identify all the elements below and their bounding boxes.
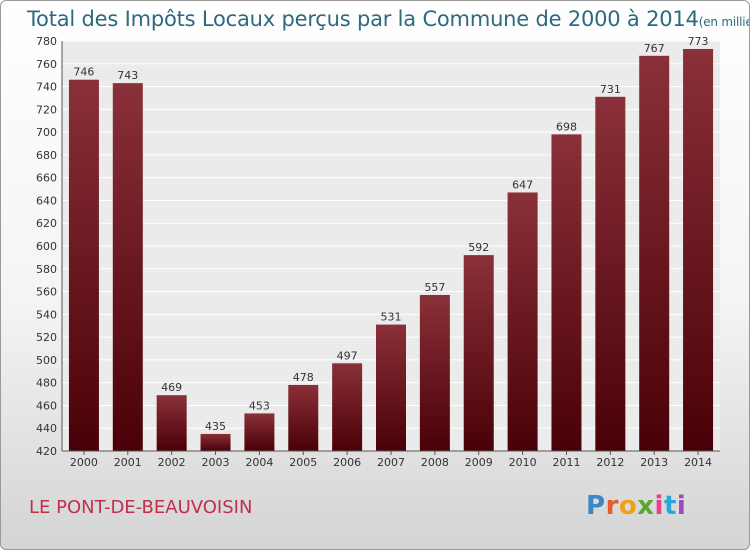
bar-2000	[68, 79, 99, 451]
x-tick-label: 2013	[640, 456, 668, 469]
bar-value-label: 773	[688, 35, 709, 48]
bar-value-label: 497	[337, 349, 358, 362]
y-tick-label: 440	[36, 422, 57, 435]
x-tick-label: 2010	[509, 456, 537, 469]
y-tick-label: 680	[36, 149, 57, 162]
y-tick-label: 600	[36, 240, 57, 253]
y-tick-label: 620	[36, 217, 57, 230]
bar-2004	[244, 413, 275, 451]
bar-2003	[200, 433, 231, 451]
bar-2010	[507, 192, 538, 451]
logo-letter: i	[676, 491, 687, 521]
y-tick-label: 760	[36, 58, 57, 71]
bar-value-label: 647	[512, 178, 533, 191]
x-tick-label: 2004	[245, 456, 273, 469]
proxiti-logo[interactable]: Proxiti	[586, 491, 686, 521]
axes	[61, 41, 720, 455]
bar-value-label: 469	[161, 381, 182, 394]
x-tick-label: 2006	[333, 456, 361, 469]
x-tick-label: 2011	[552, 456, 580, 469]
x-tick-label: 2012	[596, 456, 624, 469]
chart-title: Total des Impôts Locaux perçus par la Co…	[27, 7, 749, 31]
y-tick-label: 580	[36, 263, 57, 276]
bar-2009	[463, 255, 494, 451]
bar-value-label: 435	[205, 420, 226, 433]
logo-letter: i	[654, 491, 664, 521]
chart-unit: (en milliers d'€)	[698, 15, 749, 29]
bar-2001	[112, 83, 143, 451]
y-tick-label: 660	[36, 172, 57, 185]
bar-value-label: 557	[424, 281, 445, 294]
bar-value-label: 698	[556, 120, 577, 133]
x-tick-label: 2005	[289, 456, 317, 469]
y-tick-label: 540	[36, 308, 57, 321]
bar-value-label: 767	[644, 42, 665, 55]
x-tick-label: 2001	[114, 456, 142, 469]
x-tick-label: 2000	[70, 456, 98, 469]
bar-2002	[156, 395, 187, 451]
chart-title-text: Total des Impôts Locaux perçus par la Co…	[27, 7, 699, 31]
y-tick-label: 720	[36, 103, 57, 116]
bar-value-label: 478	[293, 371, 314, 384]
logo-letter: P	[586, 491, 606, 521]
y-tick-label: 420	[36, 445, 57, 458]
y-tick-label: 780	[36, 35, 57, 48]
bar-2008	[419, 294, 450, 451]
x-tick-label: 2009	[465, 456, 493, 469]
x-tick-label: 2008	[421, 456, 449, 469]
x-tick-label: 2014	[684, 456, 712, 469]
x-tick-label: 2007	[377, 456, 405, 469]
commune-name: LE PONT-DE-BEAUVOISIN	[29, 497, 253, 518]
y-tick-label: 500	[36, 354, 57, 367]
bar-value-label: 531	[381, 311, 402, 324]
x-tick-label: 2003	[202, 456, 230, 469]
logo-letter: x	[637, 491, 655, 521]
bar-2013	[639, 55, 670, 452]
y-tick-label: 740	[36, 81, 57, 94]
bar-2007	[376, 324, 406, 451]
y-tick-label: 480	[36, 377, 57, 390]
bar-2012	[595, 96, 626, 452]
y-tick-label: 460	[36, 399, 57, 412]
logo-letter: t	[663, 491, 677, 521]
bar-2006	[332, 363, 363, 451]
labels: 420 440 460 480 500 520 540 560 580 600 620 640 660 6…	[36, 35, 712, 469]
logo-letter: o	[618, 491, 638, 521]
bar-2005	[288, 384, 319, 451]
bar-value-label: 592	[468, 241, 489, 254]
bar-value-label: 453	[249, 399, 270, 412]
y-tick-label: 640	[36, 194, 57, 207]
bar-2011	[551, 134, 582, 451]
bar-value-label: 743	[117, 69, 138, 82]
bar-2014	[683, 48, 714, 451]
y-tick-label: 520	[36, 331, 57, 344]
y-tick-label: 560	[36, 286, 57, 299]
logo-letter: r	[605, 491, 619, 521]
x-tick-label: 2002	[158, 456, 186, 469]
y-tick-label: 700	[36, 126, 57, 139]
bar-value-label: 731	[600, 83, 621, 96]
bar-value-label: 746	[73, 66, 94, 79]
bars	[68, 48, 714, 452]
